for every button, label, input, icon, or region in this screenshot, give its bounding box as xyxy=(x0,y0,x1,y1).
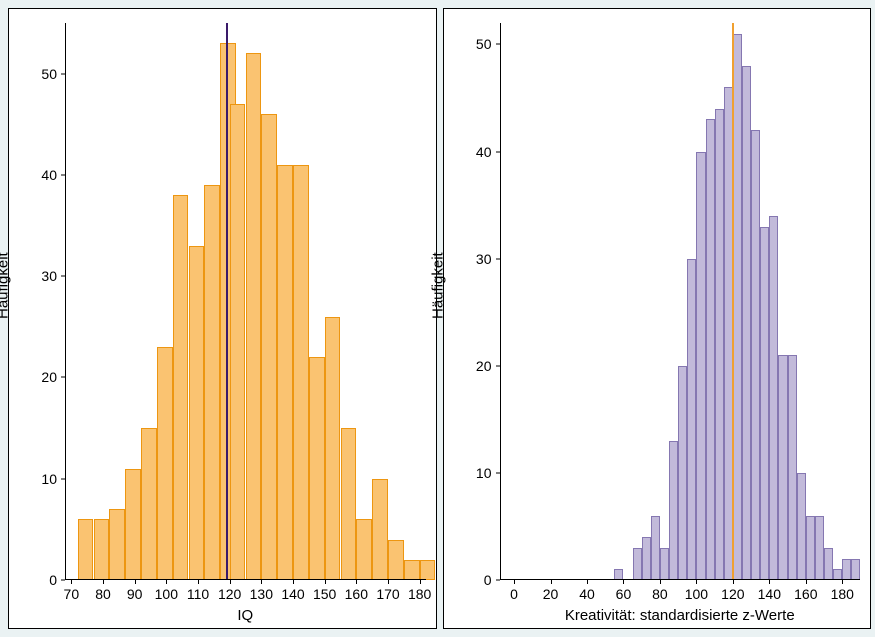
x-tick-label: 40 xyxy=(579,586,595,602)
histogram-bar xyxy=(751,130,760,580)
y-axis-label: Häufigkeit xyxy=(3,252,20,319)
histogram-bar xyxy=(277,165,293,580)
y-tick-label: 0 xyxy=(444,572,500,588)
y-tick-label: 10 xyxy=(9,471,65,487)
histogram-bar xyxy=(824,548,833,580)
y-tick-label: 0 xyxy=(9,572,65,588)
histogram-bar xyxy=(78,519,94,580)
histogram-bars xyxy=(65,23,426,580)
histogram-bar xyxy=(94,519,110,580)
histogram-bar xyxy=(204,185,220,580)
y-tick-label: 40 xyxy=(444,144,500,160)
histogram-bar xyxy=(651,516,660,580)
reference-line xyxy=(226,23,228,580)
histogram-bar xyxy=(157,347,173,580)
histogram-bar xyxy=(230,104,246,580)
plot-area-iq xyxy=(65,23,426,580)
x-tick-label: 120 xyxy=(721,586,744,602)
histogram-bar xyxy=(678,366,687,580)
histogram-bar xyxy=(420,560,436,580)
y-tick-label: 30 xyxy=(444,251,500,267)
histogram-bar xyxy=(125,469,141,580)
x-tick-label: 80 xyxy=(652,586,668,602)
histogram-bar xyxy=(388,540,404,581)
histogram-bar xyxy=(309,357,325,580)
histogram-bar xyxy=(633,548,642,580)
x-tick-label: 160 xyxy=(345,586,368,602)
histogram-bar xyxy=(293,165,309,580)
histogram-bar xyxy=(797,473,806,580)
panel-creativity: Häufigkeit 01020304050 02040608010012014… xyxy=(443,8,872,629)
histogram-bar xyxy=(141,428,157,580)
histogram-bar xyxy=(173,195,189,580)
y-tick-label: 20 xyxy=(444,358,500,374)
x-tick-label: 180 xyxy=(831,586,854,602)
histogram-bar xyxy=(778,355,787,580)
panel-iq: Häufigkeit 01020304050 70809010011012013… xyxy=(8,8,437,629)
x-tick-label: 150 xyxy=(313,586,336,602)
histogram-bars xyxy=(500,23,861,580)
histogram-bar xyxy=(760,227,769,580)
histogram-bar xyxy=(669,441,678,580)
histogram-bar xyxy=(341,428,357,580)
histogram-bar xyxy=(356,519,372,580)
x-tick-label: 140 xyxy=(281,586,304,602)
y-tick-label: 10 xyxy=(444,465,500,481)
y-tick-label: 30 xyxy=(9,268,65,284)
x-tick-label: 160 xyxy=(794,586,817,602)
histogram-bar xyxy=(769,216,778,580)
reference-line xyxy=(732,23,734,580)
x-tick-label: 60 xyxy=(616,586,632,602)
histogram-bar xyxy=(189,246,205,580)
histogram-bar xyxy=(642,537,651,580)
x-tick-label: 140 xyxy=(758,586,781,602)
x-tick-label: 180 xyxy=(408,586,431,602)
histogram-bar xyxy=(742,66,751,580)
histogram-bar xyxy=(687,259,696,580)
x-tick-label: 70 xyxy=(64,586,80,602)
x-tick-label: 120 xyxy=(218,586,241,602)
histogram-bar xyxy=(246,53,262,580)
histogram-bar xyxy=(325,317,341,580)
x-tick-label: 90 xyxy=(127,586,143,602)
x-tick-label: 170 xyxy=(376,586,399,602)
x-tick-label: 100 xyxy=(685,586,708,602)
x-axis-label: Kreativität: standardisierte z-Werte xyxy=(500,607,861,624)
y-tick-label: 20 xyxy=(9,369,65,385)
histogram-bar xyxy=(788,355,797,580)
x-tick-label: 20 xyxy=(543,586,559,602)
histogram-bar xyxy=(404,560,420,580)
histogram-bar xyxy=(696,152,705,580)
histogram-bar xyxy=(806,516,815,580)
plot-area-creativity xyxy=(500,23,861,580)
y-tick-label: 40 xyxy=(9,167,65,183)
histogram-bar xyxy=(851,559,860,580)
histogram-bar xyxy=(261,114,277,580)
histogram-bar xyxy=(706,119,715,580)
y-tick-label: 50 xyxy=(444,36,500,52)
x-tick-label: 0 xyxy=(510,586,518,602)
x-tick-label: 80 xyxy=(95,586,111,602)
x-tick-label: 110 xyxy=(187,586,209,602)
x-tick-label: 100 xyxy=(155,586,178,602)
x-tick-label: 130 xyxy=(250,586,273,602)
x-axis-label: IQ xyxy=(65,607,426,624)
histogram-bar xyxy=(842,559,851,580)
histogram-bar xyxy=(372,479,388,580)
y-tick-label: 50 xyxy=(9,66,65,82)
histogram-bar xyxy=(660,548,669,580)
histogram-bar xyxy=(733,34,742,580)
histogram-bar xyxy=(109,509,125,580)
panels-row: Häufigkeit 01020304050 70809010011012013… xyxy=(8,8,871,629)
histogram-bar xyxy=(815,516,824,580)
figure: Häufigkeit 01020304050 70809010011012013… xyxy=(0,0,875,637)
histogram-bar xyxy=(715,109,724,580)
